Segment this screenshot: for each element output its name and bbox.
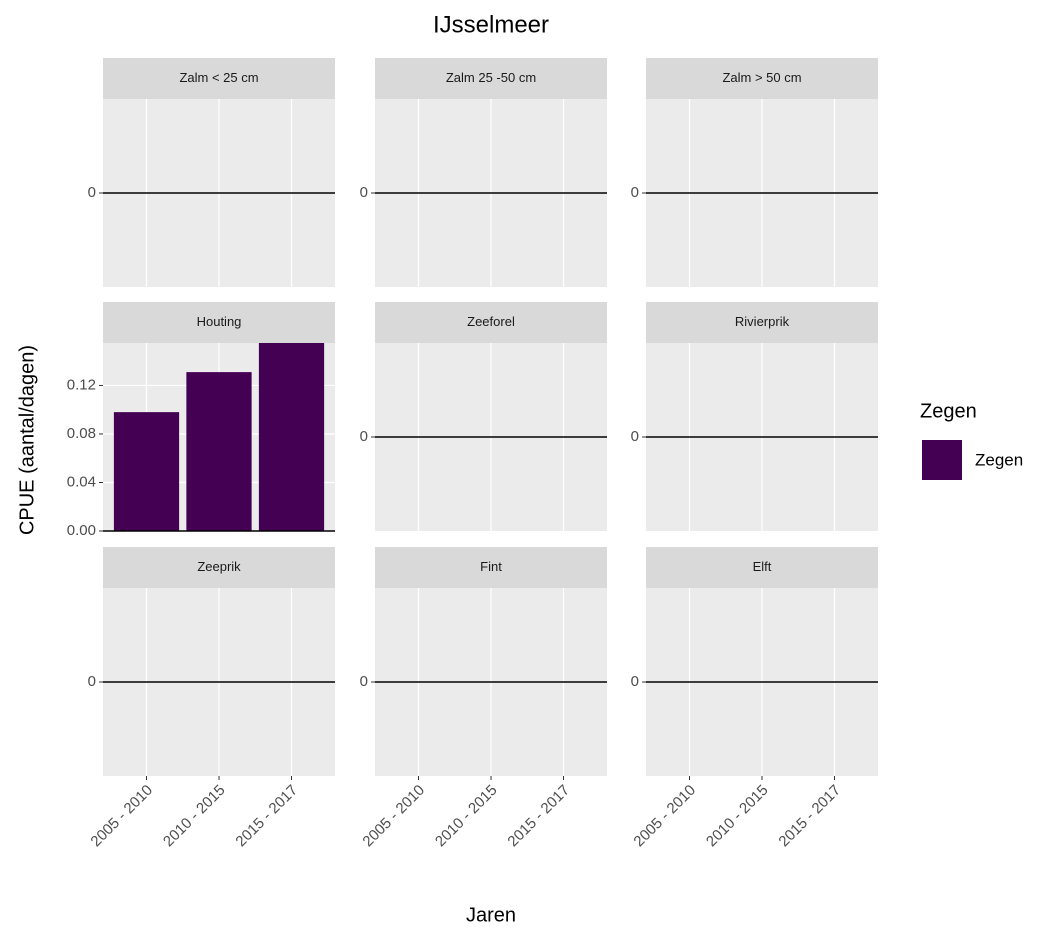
- x-tick-label: 2015 - 2017: [504, 782, 573, 851]
- y-tick-label: 0.04: [67, 473, 96, 490]
- strip: [646, 58, 878, 99]
- bar: [258, 343, 325, 531]
- x-tick-label: 2005 - 2010: [87, 782, 156, 851]
- x-tick-label: 2005 - 2010: [359, 782, 428, 851]
- y-tick-label: 0: [88, 184, 96, 201]
- y-tick-label: 0: [631, 428, 639, 445]
- y-tick-label: 0: [88, 673, 96, 690]
- x-tick-label: 2010 - 2015: [703, 782, 772, 851]
- x-tick-label: 2015 - 2017: [232, 782, 301, 851]
- y-tick-label: 0.00: [67, 522, 96, 539]
- x-tick-label: 2010 - 2015: [160, 782, 229, 851]
- x-tick-label: 2010 - 2015: [432, 782, 501, 851]
- strip-label: Rivierprik: [735, 314, 790, 329]
- y-tick-label: 0: [631, 673, 639, 690]
- x-tick-label: 2015 - 2017: [775, 782, 844, 851]
- chart-title: IJsselmeer: [433, 11, 549, 38]
- y-tick-label: 0.08: [67, 425, 96, 442]
- legend-label: Zegen: [975, 450, 1023, 469]
- strip: [103, 302, 335, 343]
- y-tick-label: 0: [360, 428, 368, 445]
- strip-label: Zeeprik: [197, 559, 241, 574]
- y-axis-label: CPUE (aantal/dagen): [16, 345, 38, 535]
- legend-key: [922, 440, 962, 480]
- y-tick-label: 0: [360, 184, 368, 201]
- y-tick-label: 0.12: [67, 376, 96, 393]
- bar: [186, 372, 252, 531]
- x-axis-label: Jaren: [466, 904, 516, 926]
- strip-label: Houting: [197, 314, 242, 329]
- strip: [646, 302, 878, 343]
- strip-label: Elft: [753, 559, 772, 574]
- legend-title: Zegen: [920, 400, 977, 422]
- strip: [375, 547, 607, 588]
- y-tick-label: 0: [360, 673, 368, 690]
- strip-label: Zalm 25 -50 cm: [446, 70, 536, 85]
- strip-label: Zeeforel: [467, 314, 515, 329]
- strip-label: Zalm < 25 cm: [179, 70, 258, 85]
- strip: [375, 58, 607, 99]
- strip: [103, 547, 335, 588]
- y-tick-label: 0: [631, 184, 639, 201]
- strip-label: Zalm > 50 cm: [722, 70, 801, 85]
- strip: [646, 547, 878, 588]
- strip: [375, 302, 607, 343]
- strip: [103, 58, 335, 99]
- bar: [113, 412, 180, 531]
- x-tick-label: 2005 - 2010: [630, 782, 699, 851]
- strip-label: Fint: [480, 559, 502, 574]
